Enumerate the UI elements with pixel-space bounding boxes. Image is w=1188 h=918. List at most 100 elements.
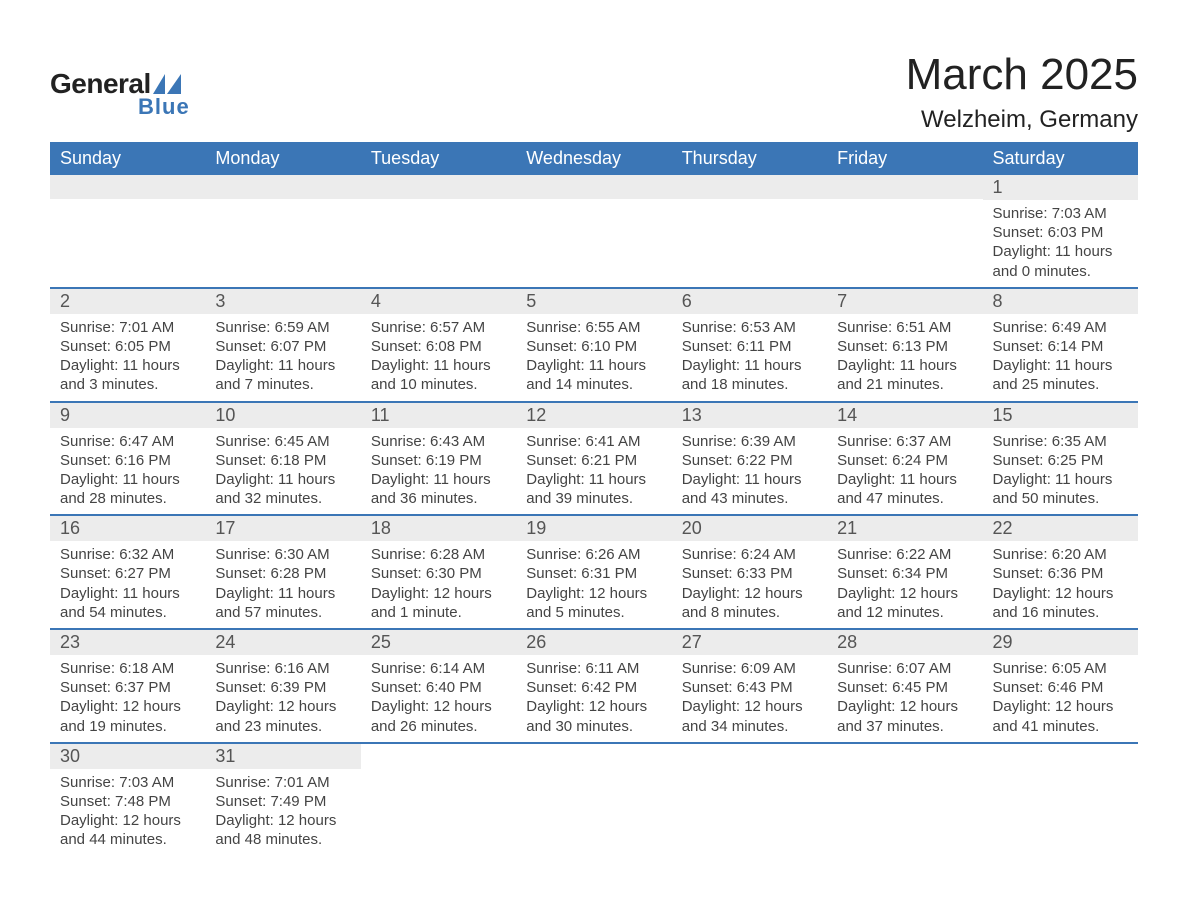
- daylight-text: Daylight: 12 hours and 30 minutes.: [526, 697, 661, 735]
- day-header: Sunday: [50, 142, 205, 175]
- calendar-table: Sunday Monday Tuesday Wednesday Thursday…: [50, 142, 1138, 856]
- sunrise-text: Sunrise: 6:05 AM: [993, 659, 1128, 678]
- sunset-text: Sunset: 6:36 PM: [993, 564, 1128, 583]
- day-body: Sunrise: 6:49 AMSunset: 6:14 PMDaylight:…: [983, 314, 1138, 401]
- calendar-day-cell: 22Sunrise: 6:20 AMSunset: 6:36 PMDayligh…: [983, 515, 1138, 629]
- daylight-text: Daylight: 11 hours and 50 minutes.: [993, 470, 1128, 508]
- sunset-text: Sunset: 6:37 PM: [60, 678, 195, 697]
- day-body: Sunrise: 6:14 AMSunset: 6:40 PMDaylight:…: [361, 655, 516, 742]
- calendar-day-cell: 29Sunrise: 6:05 AMSunset: 6:46 PMDayligh…: [983, 629, 1138, 743]
- day-body: Sunrise: 6:24 AMSunset: 6:33 PMDaylight:…: [672, 541, 827, 628]
- day-body: Sunrise: 6:47 AMSunset: 6:16 PMDaylight:…: [50, 428, 205, 515]
- day-number-strip: [205, 175, 360, 199]
- sunrise-text: Sunrise: 6:09 AM: [682, 659, 817, 678]
- calendar-week-row: 9Sunrise: 6:47 AMSunset: 6:16 PMDaylight…: [50, 402, 1138, 516]
- day-number-strip: 31: [205, 744, 360, 769]
- day-number-strip: 18: [361, 516, 516, 541]
- day-number-strip: 12: [516, 403, 671, 428]
- day-number-strip: 14: [827, 403, 982, 428]
- day-body: Sunrise: 6:32 AMSunset: 6:27 PMDaylight:…: [50, 541, 205, 628]
- day-header-row: Sunday Monday Tuesday Wednesday Thursday…: [50, 142, 1138, 175]
- sunrise-text: Sunrise: 6:47 AM: [60, 432, 195, 451]
- day-number-strip: 6: [672, 289, 827, 314]
- sunrise-text: Sunrise: 6:32 AM: [60, 545, 195, 564]
- sunrise-text: Sunrise: 6:24 AM: [682, 545, 817, 564]
- sunrise-text: Sunrise: 6:59 AM: [215, 318, 350, 337]
- calendar-day-cell: [827, 743, 982, 856]
- day-body: Sunrise: 6:22 AMSunset: 6:34 PMDaylight:…: [827, 541, 982, 628]
- calendar-day-cell: [50, 175, 205, 288]
- day-body: [361, 199, 516, 209]
- calendar-day-cell: 17Sunrise: 6:30 AMSunset: 6:28 PMDayligh…: [205, 515, 360, 629]
- sunrise-text: Sunrise: 7:03 AM: [993, 204, 1128, 223]
- day-body: [983, 744, 1138, 754]
- calendar-day-cell: 3Sunrise: 6:59 AMSunset: 6:07 PMDaylight…: [205, 288, 360, 402]
- day-number-strip: 22: [983, 516, 1138, 541]
- calendar-day-cell: [672, 175, 827, 288]
- sunset-text: Sunset: 6:30 PM: [371, 564, 506, 583]
- sunset-text: Sunset: 6:18 PM: [215, 451, 350, 470]
- calendar-day-cell: 20Sunrise: 6:24 AMSunset: 6:33 PMDayligh…: [672, 515, 827, 629]
- day-body: [672, 199, 827, 209]
- brand-logo-bottom: Blue: [138, 94, 190, 120]
- calendar-day-cell: 11Sunrise: 6:43 AMSunset: 6:19 PMDayligh…: [361, 402, 516, 516]
- day-number-strip: 13: [672, 403, 827, 428]
- day-body: Sunrise: 6:53 AMSunset: 6:11 PMDaylight:…: [672, 314, 827, 401]
- day-body: [827, 744, 982, 754]
- sunset-text: Sunset: 6:31 PM: [526, 564, 661, 583]
- daylight-text: Daylight: 11 hours and 36 minutes.: [371, 470, 506, 508]
- day-body: [672, 744, 827, 754]
- sunset-text: Sunset: 6:27 PM: [60, 564, 195, 583]
- calendar-day-cell: 26Sunrise: 6:11 AMSunset: 6:42 PMDayligh…: [516, 629, 671, 743]
- calendar-day-cell: 21Sunrise: 6:22 AMSunset: 6:34 PMDayligh…: [827, 515, 982, 629]
- sunset-text: Sunset: 6:03 PM: [993, 223, 1128, 242]
- day-number-strip: 8: [983, 289, 1138, 314]
- day-body: Sunrise: 6:11 AMSunset: 6:42 PMDaylight:…: [516, 655, 671, 742]
- day-body: Sunrise: 7:01 AMSunset: 7:49 PMDaylight:…: [205, 769, 360, 856]
- daylight-text: Daylight: 11 hours and 7 minutes.: [215, 356, 350, 394]
- sunset-text: Sunset: 6:25 PM: [993, 451, 1128, 470]
- calendar-day-cell: 7Sunrise: 6:51 AMSunset: 6:13 PMDaylight…: [827, 288, 982, 402]
- sunrise-text: Sunrise: 6:22 AM: [837, 545, 972, 564]
- day-body: [205, 199, 360, 209]
- daylight-text: Daylight: 12 hours and 8 minutes.: [682, 584, 817, 622]
- brand-logo: General Blue: [50, 68, 190, 120]
- calendar-day-cell: [361, 175, 516, 288]
- daylight-text: Daylight: 12 hours and 12 minutes.: [837, 584, 972, 622]
- calendar-week-row: 23Sunrise: 6:18 AMSunset: 6:37 PMDayligh…: [50, 629, 1138, 743]
- calendar-day-cell: [983, 743, 1138, 856]
- calendar-week-row: 2Sunrise: 7:01 AMSunset: 6:05 PMDaylight…: [50, 288, 1138, 402]
- day-body: Sunrise: 6:39 AMSunset: 6:22 PMDaylight:…: [672, 428, 827, 515]
- calendar-day-cell: 23Sunrise: 6:18 AMSunset: 6:37 PMDayligh…: [50, 629, 205, 743]
- calendar-day-cell: [516, 743, 671, 856]
- day-body: Sunrise: 6:55 AMSunset: 6:10 PMDaylight:…: [516, 314, 671, 401]
- sunset-text: Sunset: 6:43 PM: [682, 678, 817, 697]
- calendar-body: 1Sunrise: 7:03 AMSunset: 6:03 PMDaylight…: [50, 175, 1138, 856]
- daylight-text: Daylight: 12 hours and 41 minutes.: [993, 697, 1128, 735]
- brand-logo-top-text: General: [50, 68, 151, 100]
- calendar-day-cell: 10Sunrise: 6:45 AMSunset: 6:18 PMDayligh…: [205, 402, 360, 516]
- day-header: Monday: [205, 142, 360, 175]
- day-number-strip: [827, 175, 982, 199]
- sunrise-text: Sunrise: 6:28 AM: [371, 545, 506, 564]
- daylight-text: Daylight: 11 hours and 10 minutes.: [371, 356, 506, 394]
- day-number-strip: 15: [983, 403, 1138, 428]
- sunrise-text: Sunrise: 6:57 AM: [371, 318, 506, 337]
- day-header: Tuesday: [361, 142, 516, 175]
- calendar-day-cell: 8Sunrise: 6:49 AMSunset: 6:14 PMDaylight…: [983, 288, 1138, 402]
- sunrise-text: Sunrise: 7:03 AM: [60, 773, 195, 792]
- day-body: Sunrise: 6:20 AMSunset: 6:36 PMDaylight:…: [983, 541, 1138, 628]
- day-number-strip: 29: [983, 630, 1138, 655]
- day-header: Saturday: [983, 142, 1138, 175]
- sunset-text: Sunset: 6:22 PM: [682, 451, 817, 470]
- calendar-week-row: 1Sunrise: 7:03 AMSunset: 6:03 PMDaylight…: [50, 175, 1138, 288]
- day-number-strip: 4: [361, 289, 516, 314]
- sunset-text: Sunset: 7:49 PM: [215, 792, 350, 811]
- day-body: Sunrise: 6:26 AMSunset: 6:31 PMDaylight:…: [516, 541, 671, 628]
- daylight-text: Daylight: 12 hours and 44 minutes.: [60, 811, 195, 849]
- daylight-text: Daylight: 12 hours and 16 minutes.: [993, 584, 1128, 622]
- calendar-day-cell: [827, 175, 982, 288]
- sunrise-text: Sunrise: 7:01 AM: [60, 318, 195, 337]
- day-number-strip: 20: [672, 516, 827, 541]
- day-body: [361, 744, 516, 754]
